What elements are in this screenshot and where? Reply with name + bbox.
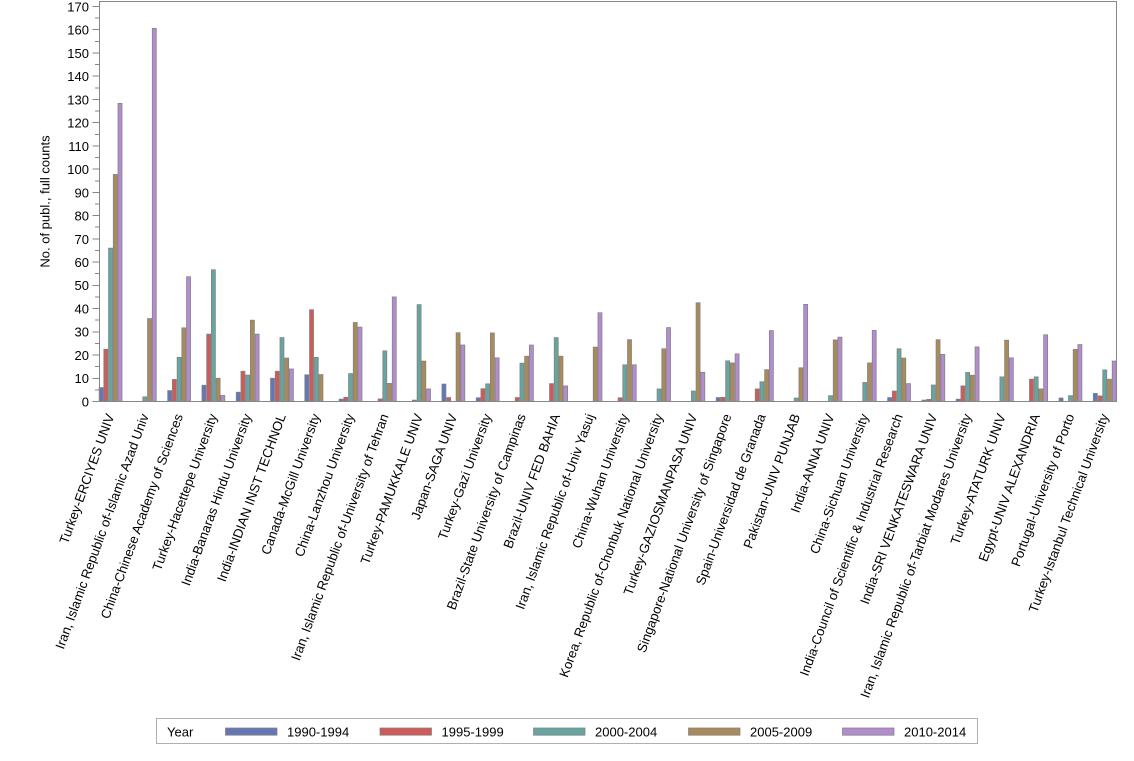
svg-text:1990-1994: 1990-1994 (287, 724, 349, 739)
svg-text:70: 70 (75, 232, 89, 247)
svg-text:No. of publ., full counts: No. of publ., full counts (38, 135, 53, 268)
svg-text:120: 120 (67, 116, 89, 131)
svg-text:1995-1999: 1995-1999 (442, 724, 504, 739)
svg-text:30: 30 (75, 325, 89, 340)
svg-text:80: 80 (75, 209, 89, 224)
svg-text:20: 20 (75, 348, 89, 363)
svg-text:160: 160 (67, 23, 89, 38)
svg-text:2000-2004: 2000-2004 (595, 724, 657, 739)
svg-text:40: 40 (75, 301, 89, 316)
svg-text:130: 130 (67, 92, 89, 107)
svg-text:2010-2014: 2010-2014 (904, 724, 966, 739)
svg-text:10: 10 (75, 371, 89, 386)
svg-text:2005-2009: 2005-2009 (750, 724, 812, 739)
svg-text:90: 90 (75, 185, 89, 200)
svg-text:50: 50 (75, 278, 89, 293)
svg-text:0: 0 (82, 394, 89, 409)
svg-text:100: 100 (67, 162, 89, 177)
svg-text:140: 140 (67, 69, 89, 84)
svg-text:170: 170 (67, 0, 89, 14)
svg-text:150: 150 (67, 46, 89, 61)
svg-text:110: 110 (68, 139, 89, 154)
svg-text:60: 60 (75, 255, 89, 270)
svg-text:Year: Year (167, 724, 194, 739)
